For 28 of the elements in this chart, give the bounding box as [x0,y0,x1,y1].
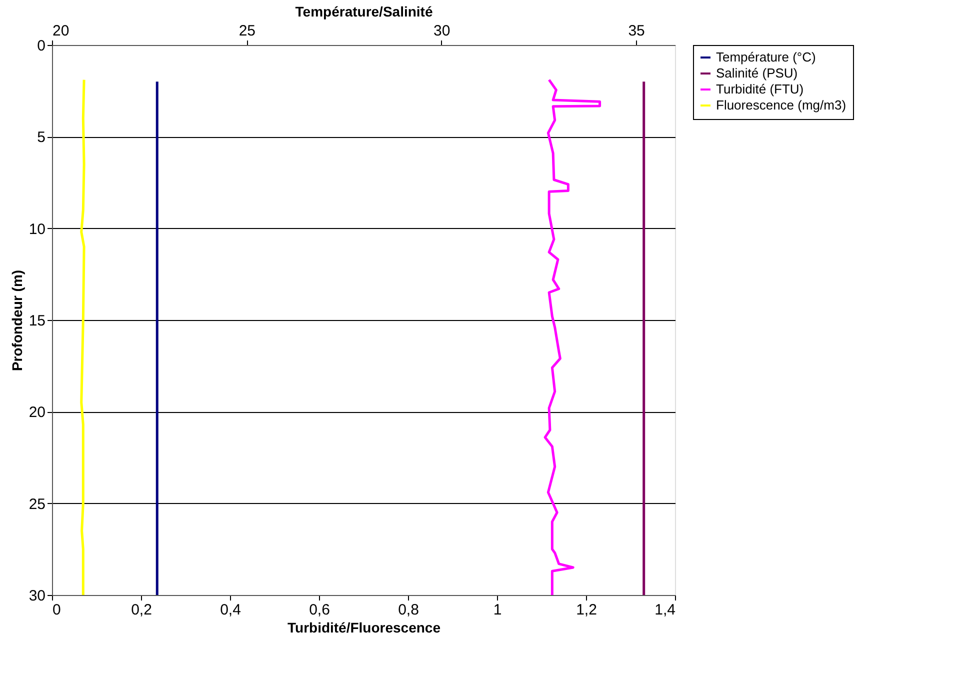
y-tick-label: 5 [37,129,46,146]
x-tick-label: 1,4 [654,602,676,618]
y-tick-label: 25 [28,496,46,513]
y-tick-label: 10 [28,220,46,238]
x2-tick-label: 35 [628,22,645,40]
line-series [544,78,602,596]
y-tick-label: 15 [28,312,46,330]
x2-tick-label: 25 [238,22,256,40]
x-tick-label: 0,4 [220,602,241,618]
legend-label: Fluorescence (mg/m3) [716,98,846,112]
x2-tick-label: 20 [52,22,70,40]
x-tick-label: 0,6 [309,602,330,618]
x-tick-label: 1,2 [576,602,597,618]
x-tick-label: 1 [493,602,502,618]
x-tick-label: 0,8 [398,602,419,618]
x-tick-label: 0 [52,602,61,618]
x-tick-label: 0,2 [131,602,152,618]
line-series [80,78,86,596]
y-axis-title: Profondeur (m) [8,270,25,372]
y-tick-label: 0 [37,38,46,54]
x2-tick-label: 30 [434,22,450,40]
x-axis-title: Turbidité/Fluorescence [288,620,441,636]
legend-label: Salinité (PSU) [716,66,798,80]
legend-label: Turbidité (FTU) [716,82,804,96]
legend-label: Température (°C) [716,50,816,64]
y-tick-label: 20 [28,404,46,422]
x2-axis-title: Température/Salinité [295,4,433,20]
y-tick-label: 30 [28,588,46,604]
